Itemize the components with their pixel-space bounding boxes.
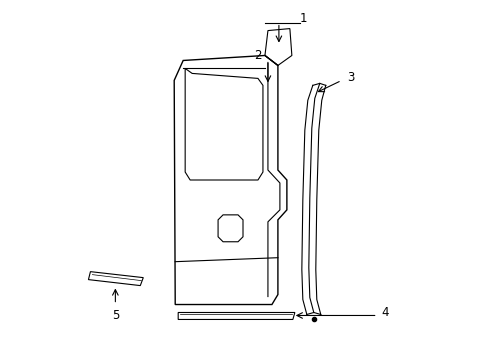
Text: 4: 4 xyxy=(381,306,388,319)
Text: 3: 3 xyxy=(346,71,353,84)
Text: 2: 2 xyxy=(254,49,261,62)
Text: 1: 1 xyxy=(299,12,307,25)
Text: 5: 5 xyxy=(111,310,119,323)
